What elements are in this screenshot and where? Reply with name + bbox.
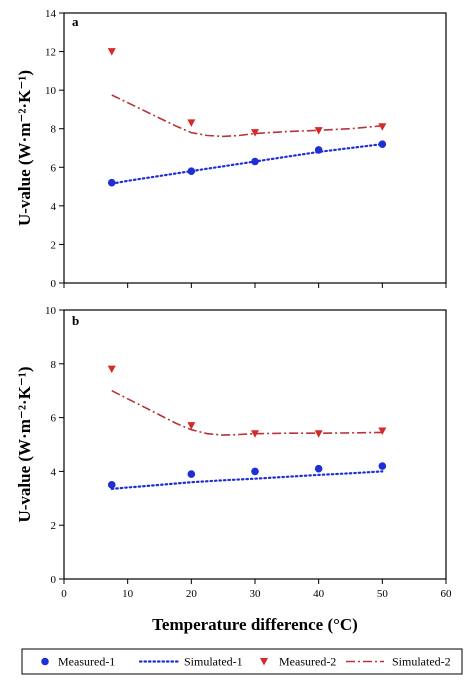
panel-a-y-tick-label: 8 xyxy=(51,124,57,136)
panel-a-y-tick-label: 0 xyxy=(51,278,57,290)
x-tick-label: 30 xyxy=(250,588,262,600)
panel-b-measured-1-point xyxy=(378,462,387,470)
panel-b-measured-1-point xyxy=(187,470,196,478)
x-tick-label: 20 xyxy=(186,588,198,600)
panel-b-measured-1-point xyxy=(107,481,116,489)
panel-a-y-tick-label: 2 xyxy=(51,239,57,251)
panel-b-y-tick-label: 2 xyxy=(51,520,57,532)
legend-measured-1-swatch xyxy=(41,657,49,666)
panel-a-y-axis-title: U-value (W·m⁻²·K⁻¹) xyxy=(15,70,34,226)
panel-a-measured-2-point xyxy=(378,123,387,131)
legend-simulated-1-label: Simulated-1 xyxy=(184,655,243,669)
panel-a-measured-2-point xyxy=(107,48,116,56)
legend: Measured-1 Simulated-1 Measured-2 Simulated… xyxy=(21,648,463,675)
panel-b-letter: b xyxy=(72,313,79,328)
panel-a-measured-2-point xyxy=(251,129,259,137)
panel-a-measured-1-point xyxy=(314,146,323,154)
panel-a-measured-1-point xyxy=(107,178,116,187)
x-axis-title: Temperature difference (°C) xyxy=(152,615,358,634)
panel-a-measured-1-point xyxy=(251,157,259,166)
panel-a-plot-frame xyxy=(63,12,447,284)
panel-b-measured-1-point xyxy=(251,467,259,476)
panel-b-measured-2-point xyxy=(107,365,116,374)
panel-a-y-tick-label: 14 xyxy=(45,8,57,20)
panel-a-y-tick-label: 6 xyxy=(51,162,57,174)
x-tick-label: 50 xyxy=(377,588,389,600)
panel-a-measured-1-point xyxy=(187,167,196,175)
panel-b-y-axis-title: U-value (W·m⁻²·K⁻¹) xyxy=(15,366,34,522)
panel-b-measured-2-point xyxy=(378,427,387,436)
panel-b-y-tick-label: 4 xyxy=(51,466,57,478)
panel-b-y-tick-label: 10 xyxy=(45,305,57,317)
panel-b-y-tick-label: 6 xyxy=(51,413,57,425)
panel-a-y-tick-label: 10 xyxy=(45,85,57,97)
panel-a-simulated-2-line xyxy=(111,94,383,138)
panel-a-y-tick-label: 12 xyxy=(45,47,56,59)
panel-a-measured-1-point xyxy=(378,140,387,148)
panel-b-measured-2-point xyxy=(314,430,323,438)
x-tick-label: 10 xyxy=(122,588,134,600)
legend-measured-2-swatch xyxy=(260,658,268,666)
legend-measured-2-label: Measured-2 xyxy=(279,655,336,669)
x-tick-label: 40 xyxy=(313,588,325,600)
panel-b-y-tick-label: 8 xyxy=(51,359,57,371)
panel-b-plot-frame xyxy=(63,309,447,580)
legend-measured-1-label: Measured-1 xyxy=(58,655,115,669)
x-tick-label: 60 xyxy=(441,588,453,600)
x-tick-label: 0 xyxy=(61,588,67,600)
panel-b-y-tick-label: 0 xyxy=(51,574,57,586)
panel-b-measured-1-point xyxy=(314,464,323,473)
legend-simulated-2-label: Simulated-2 xyxy=(392,655,451,669)
panel-b-simulated-1-line xyxy=(110,470,384,490)
panel-a-y-tick-label: 4 xyxy=(51,201,57,213)
panel-a-measured-2-point xyxy=(187,119,196,127)
panel-b-measured-2-point xyxy=(187,422,196,430)
panel-a-measured-2-point xyxy=(314,127,323,135)
panel-a-chart: 0 2 4 6 8 10 12 14 a xyxy=(45,8,447,290)
panel-b-measured-2-point xyxy=(251,430,259,438)
panel-a-letter: a xyxy=(72,14,79,29)
panel-a-simulated-1-line xyxy=(110,143,384,185)
legend-frame xyxy=(21,648,463,675)
panel-b-chart: 0 10 20 30 40 50 60 0 2 4 6 8 10 b xyxy=(45,305,452,600)
panel-b-simulated-2-line xyxy=(111,389,383,436)
